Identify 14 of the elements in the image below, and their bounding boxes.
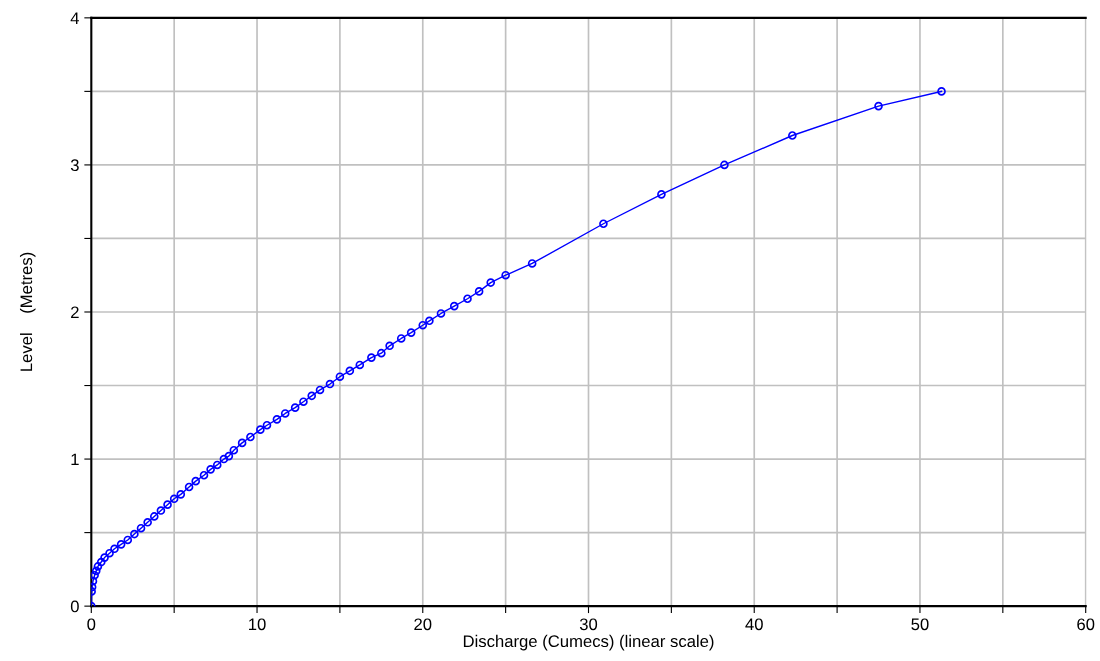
x-tick-label: 50 bbox=[911, 618, 929, 631]
x-axis-title: Discharge (Cumecs) (linear scale) bbox=[463, 634, 714, 651]
y-tick-label: 3 bbox=[70, 159, 79, 172]
y-tick-label: 0 bbox=[70, 600, 79, 613]
x-tick-label: 60 bbox=[1077, 618, 1095, 631]
y-axis-title: Level (Metres) bbox=[19, 252, 36, 371]
y-tick-label: 4 bbox=[70, 12, 80, 24]
x-tick-label: 10 bbox=[249, 618, 266, 631]
y-tick-label: 2 bbox=[71, 306, 79, 319]
x-tick-label: 30 bbox=[579, 618, 598, 631]
x-tick-label: 40 bbox=[745, 618, 763, 631]
x-tick-label: 20 bbox=[414, 618, 432, 631]
y-tick-label: 1 bbox=[71, 453, 79, 466]
x-tick-label: 0 bbox=[87, 618, 96, 631]
